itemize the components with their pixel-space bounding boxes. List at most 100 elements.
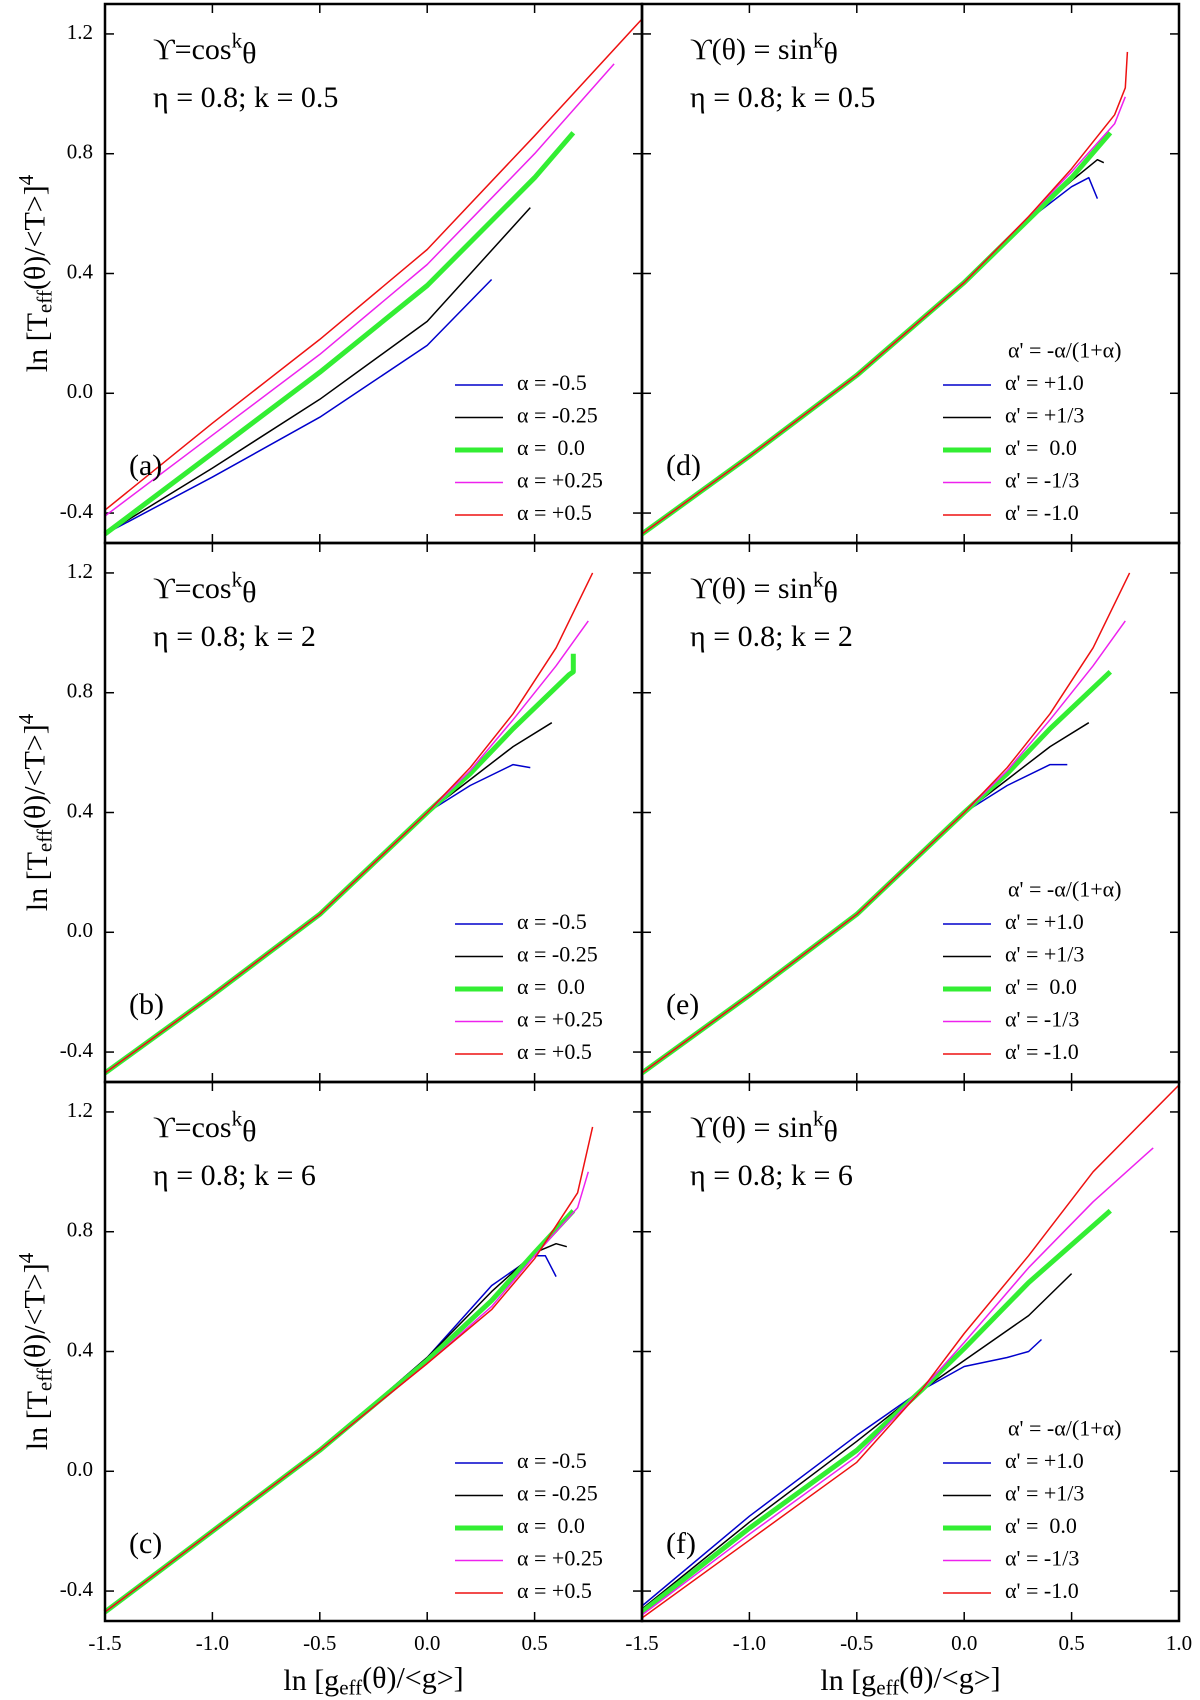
- x-tick-label: 0.0: [414, 1631, 440, 1655]
- y-axis-label-sup: 4: [14, 713, 38, 724]
- legend-label: α' = 0.0: [1005, 435, 1077, 460]
- panel-title-post: θ: [823, 1115, 837, 1148]
- x-tick-label: 0.0: [951, 1631, 977, 1655]
- y-axis-label-pre: ln [T: [21, 1391, 54, 1450]
- plot-frame: [640, 1080, 1181, 1623]
- x-tick-label: -1.0: [196, 1631, 229, 1655]
- legend-label: α = -0.5: [517, 909, 587, 934]
- y-axis-label-sup: 4: [14, 1252, 38, 1263]
- plot-lines: [640, 51, 1129, 537]
- panel-subtitle: η = 0.8; k = 2: [690, 620, 853, 653]
- series-line: [641, 572, 1131, 1074]
- legend-label: α = -0.25: [517, 942, 598, 967]
- series-line: [103, 653, 576, 1076]
- panel-title: ϒ=coskθ: [153, 1106, 256, 1148]
- y-tick-label: -0.4: [60, 1038, 94, 1062]
- x-axis-label-mid: (θ)/<g>]: [899, 1661, 1001, 1694]
- x-axis-label-sub: eff: [339, 1675, 362, 1699]
- legend-title: α' = -α/(1+α): [1008, 1416, 1121, 1441]
- panel-label: (c): [129, 1527, 162, 1560]
- panel-title-post: θ: [242, 576, 256, 609]
- panel-title-pre: ϒ(θ) = sin: [690, 33, 813, 66]
- legend-label: α = +0.5: [517, 500, 592, 525]
- legend-label: α = +0.25: [517, 468, 603, 493]
- y-axis-label-mid: (θ)/<T>]: [18, 724, 51, 829]
- legend-label: α' = -1.0: [1005, 1039, 1079, 1064]
- x-tick-label: 0.5: [1058, 1631, 1084, 1655]
- y-tick-label: 1.2: [67, 20, 93, 44]
- x-tick-label: -1.5: [88, 1631, 121, 1655]
- legend-label: α = 0.0: [517, 435, 585, 460]
- x-axis-label-pre: ln [g: [283, 1664, 339, 1697]
- series-line: [104, 63, 615, 517]
- panel-title-sup: k: [232, 1106, 243, 1130]
- panel-title-sup: k: [232, 567, 243, 591]
- panel-title-post: θ: [823, 37, 837, 70]
- panel-title-pre: ϒ=cos: [153, 1111, 232, 1144]
- panel-title-post: θ: [242, 37, 256, 70]
- y-tick-label: 0.0: [67, 918, 93, 942]
- panel-label: (a): [129, 449, 162, 482]
- panel-title-sup: k: [813, 1106, 824, 1130]
- panel-title: ϒ(θ) = sinkθ: [690, 567, 838, 609]
- x-tick-label: -1.5: [625, 1631, 658, 1655]
- y-tick-label: -0.4: [60, 1577, 94, 1601]
- y-axis-label-mid: (θ)/<T>]: [18, 185, 51, 290]
- y-axis-label-sub: eff: [32, 829, 56, 852]
- series-line: [104, 207, 531, 535]
- plot-lines: [640, 572, 1131, 1076]
- panel-label: (e): [666, 988, 699, 1021]
- panel-subtitle: η = 0.8; k = 0.5: [690, 81, 875, 114]
- series-line: [104, 722, 553, 1074]
- series-line: [641, 1147, 1154, 1616]
- panel-title-sup: k: [813, 28, 824, 52]
- legend-label: α' = -1/3: [1005, 468, 1079, 493]
- legend-label: α = 0.0: [517, 974, 585, 999]
- series-line: [104, 1171, 590, 1613]
- y-tick-label: 0.8: [67, 140, 93, 164]
- y-tick-label: -0.4: [60, 499, 94, 523]
- series-line: [104, 620, 589, 1074]
- legend-label: α = -0.25: [517, 1481, 598, 1506]
- panel-label: (b): [129, 988, 164, 1021]
- x-tick-label: 1.0: [1166, 1631, 1192, 1655]
- x-axis-label: ln [geff(θ)/<g>]: [820, 1661, 1000, 1699]
- series-line: [103, 1209, 576, 1614]
- legend-label: α' = +1/3: [1005, 403, 1084, 428]
- legend-label: α' = -1/3: [1005, 1007, 1079, 1032]
- legend-label: α' = +1/3: [1005, 942, 1084, 967]
- y-tick-label: 0.8: [67, 679, 93, 703]
- legend-label: α = +0.5: [517, 1039, 592, 1064]
- series-line: [641, 51, 1129, 535]
- legend-label: α = 0.0: [517, 1513, 585, 1538]
- series-line: [641, 1084, 1180, 1619]
- legend-label: α = -0.25: [517, 403, 598, 428]
- x-tick-label: 0.5: [521, 1631, 547, 1655]
- panel-subtitle: η = 0.8; k = 0.5: [153, 81, 338, 114]
- plot-lines: [103, 18, 643, 536]
- legend-label: α = -0.5: [517, 1448, 587, 1473]
- legend-label: α = +0.5: [517, 1578, 592, 1603]
- series-line: [104, 18, 643, 511]
- legend-label: α' = +1.0: [1005, 1448, 1084, 1473]
- panel-title-post: θ: [823, 576, 837, 609]
- x-tick-label: -1.0: [733, 1631, 766, 1655]
- y-tick-label: 0.4: [67, 1337, 94, 1361]
- panel-subtitle: η = 0.8; k = 6: [690, 1159, 853, 1192]
- panel-title-sup: k: [813, 567, 824, 591]
- panel-label: (f): [666, 1527, 696, 1560]
- series-line: [103, 131, 576, 536]
- panel-title-pre: ϒ(θ) = sin: [690, 1111, 813, 1144]
- x-axis-label-pre: ln [g: [820, 1664, 876, 1697]
- y-axis-label-sup: 4: [14, 174, 38, 185]
- y-tick-label: 1.2: [67, 559, 93, 583]
- y-tick-label: 0.0: [67, 1457, 93, 1481]
- y-axis-label: ln [Teff(θ)/<T>]4: [14, 713, 56, 911]
- series-line: [104, 278, 493, 535]
- legend-label: α' = -1.0: [1005, 1578, 1079, 1603]
- y-tick-label: 0.4: [67, 259, 94, 283]
- x-axis-label: ln [geff(θ)/<g>]: [283, 1661, 463, 1699]
- y-tick-label: 0.8: [67, 1218, 93, 1242]
- legend-label: α = +0.25: [517, 1007, 603, 1032]
